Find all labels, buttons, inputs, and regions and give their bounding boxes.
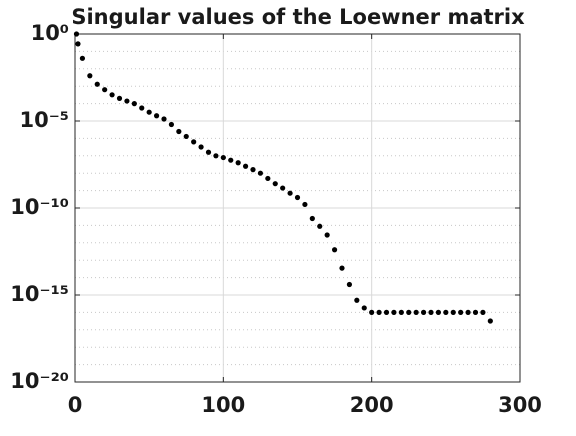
- data-point: [213, 153, 219, 159]
- data-point: [257, 170, 264, 176]
- y-tick-label: 10⁻¹⁵: [10, 282, 69, 306]
- data-point: [109, 92, 115, 98]
- data-point: [465, 309, 471, 315]
- plot-frame: [74, 33, 521, 383]
- data-point: [450, 309, 456, 315]
- data-point: [383, 309, 390, 315]
- data-point: [443, 309, 449, 315]
- data-point: [339, 265, 345, 271]
- data-point: [317, 223, 323, 229]
- data-point: [272, 181, 278, 187]
- data-point: [153, 113, 160, 119]
- data-point: [354, 297, 360, 303]
- data-point: [146, 109, 152, 115]
- data-point: [139, 105, 145, 111]
- data-point: [480, 309, 486, 315]
- data-point: [191, 139, 197, 145]
- chart-title: Singular values of the Loewner matrix: [71, 5, 525, 29]
- x-tick-label: 300: [498, 393, 542, 417]
- data-point: [235, 160, 241, 166]
- data-point: [435, 309, 442, 315]
- data-point: [487, 318, 493, 324]
- data-point: [294, 194, 301, 201]
- data-point: [102, 87, 108, 93]
- data-point: [309, 215, 315, 222]
- data-point: [376, 309, 382, 315]
- data-point: [472, 309, 479, 315]
- data-point: [250, 167, 256, 173]
- y-tick-label: 10⁻⁵: [19, 108, 69, 132]
- data-point: [413, 309, 419, 315]
- data-point: [302, 201, 308, 208]
- data-point: [428, 309, 434, 315]
- data-point: [287, 190, 293, 196]
- data-point: [205, 149, 212, 155]
- data-point: [168, 121, 175, 128]
- x-tick-label: 100: [201, 393, 245, 417]
- data-point: [280, 185, 286, 191]
- data-point: [228, 157, 234, 163]
- y-tick-label: 10⁻²⁰: [10, 369, 69, 393]
- data-point: [75, 41, 81, 47]
- data-point: [420, 309, 427, 315]
- data-point: [94, 81, 100, 87]
- data-point: [198, 144, 204, 150]
- data-point: [361, 305, 367, 311]
- data-point: [242, 163, 249, 169]
- data-point: [324, 232, 330, 238]
- data-point: [79, 55, 86, 61]
- data-point: [183, 133, 189, 140]
- data-point: [131, 101, 137, 107]
- data-point: [116, 95, 123, 101]
- y-tick-label: 10⁰: [31, 21, 69, 45]
- y-tick-label: 10⁻¹⁰: [10, 195, 69, 219]
- data-point: [369, 309, 375, 315]
- data-point: [406, 309, 412, 315]
- x-tick-label: 200: [350, 393, 394, 417]
- x-tick-label: 0: [68, 393, 83, 417]
- data-point: [176, 128, 182, 135]
- data-point: [161, 116, 167, 122]
- data-point: [87, 73, 93, 79]
- data-point: [458, 309, 464, 315]
- data-point: [265, 175, 271, 182]
- data-point: [220, 154, 226, 161]
- data-point: [124, 98, 130, 104]
- data-point: [73, 31, 80, 37]
- data-point: [346, 281, 353, 288]
- data-point: [331, 247, 338, 253]
- data-point: [391, 309, 397, 315]
- data-point: [398, 309, 404, 315]
